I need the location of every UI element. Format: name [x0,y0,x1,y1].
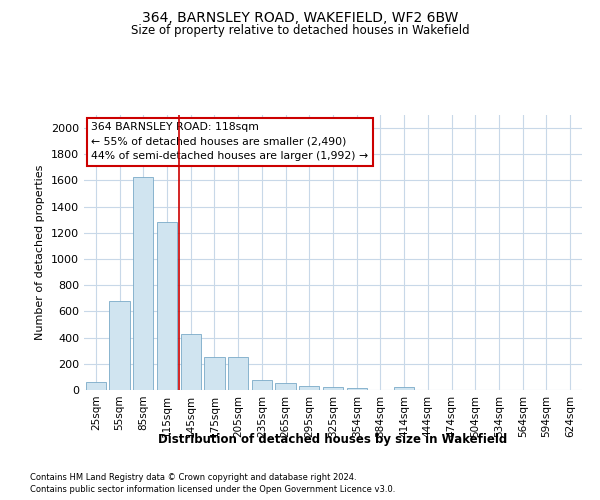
Bar [252,380,272,390]
Bar [323,386,343,390]
Bar [228,358,248,390]
Text: 364 BARNSLEY ROAD: 118sqm
← 55% of detached houses are smaller (2,490)
44% of se: 364 BARNSLEY ROAD: 118sqm ← 55% of detac… [91,122,368,162]
Text: Contains HM Land Registry data © Crown copyright and database right 2024.: Contains HM Land Registry data © Crown c… [30,472,356,482]
Text: 364, BARNSLEY ROAD, WAKEFIELD, WF2 6BW: 364, BARNSLEY ROAD, WAKEFIELD, WF2 6BW [142,11,458,25]
Text: Size of property relative to detached houses in Wakefield: Size of property relative to detached ho… [131,24,469,37]
Text: Contains public sector information licensed under the Open Government Licence v3: Contains public sector information licen… [30,485,395,494]
Bar [347,388,367,390]
Text: Distribution of detached houses by size in Wakefield: Distribution of detached houses by size … [158,432,508,446]
Bar [157,222,177,390]
Bar [86,382,106,390]
Bar [133,176,154,390]
Y-axis label: Number of detached properties: Number of detached properties [35,165,46,340]
Bar [299,386,319,390]
Bar [109,301,130,390]
Bar [205,358,224,390]
Bar [181,334,201,390]
Bar [275,384,296,390]
Bar [394,388,414,390]
